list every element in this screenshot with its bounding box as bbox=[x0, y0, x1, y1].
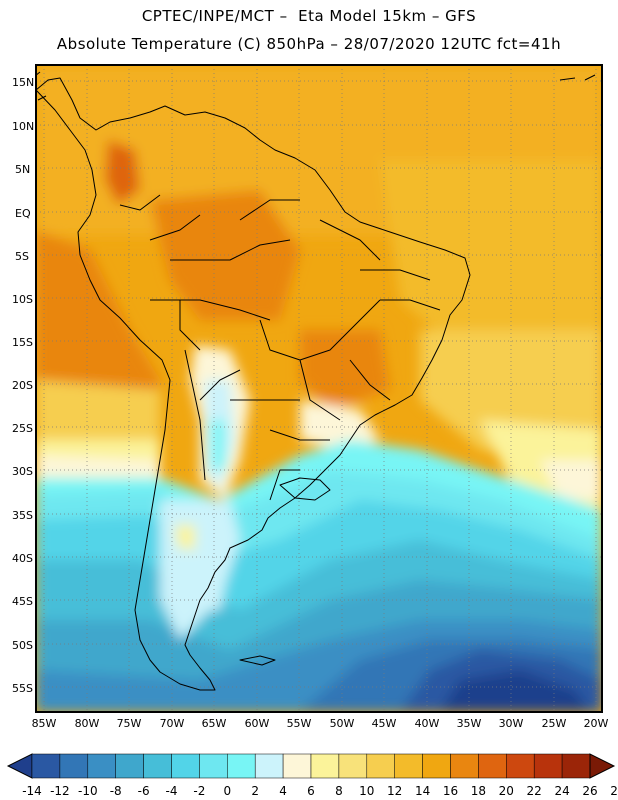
title-line-1: CPTEC/INPE/MCT – Eta Model 15km – GFS bbox=[141, 7, 477, 25]
colorbar-box bbox=[199, 753, 228, 779]
colorbar-label: 2 bbox=[251, 784, 259, 798]
lat-label: 35S bbox=[12, 509, 33, 522]
colorbar-label: 8 bbox=[335, 784, 343, 798]
colorbar-label: -4 bbox=[166, 784, 178, 798]
lat-label: 45S bbox=[12, 595, 33, 608]
lon-label: 70W bbox=[160, 717, 185, 730]
lat-label: 30S bbox=[12, 465, 33, 478]
lat-label: 55S bbox=[12, 682, 33, 695]
lat-label: 10N bbox=[12, 120, 34, 133]
colorbar-label: 0 bbox=[223, 784, 231, 798]
longitude-axis: 85W 80W 75W 70W 65W 60W 55W 50W 45W 40W … bbox=[32, 717, 609, 730]
lat-label: 15S bbox=[12, 336, 33, 349]
colorbar-label: -8 bbox=[110, 784, 122, 798]
colorbar-label: -14 bbox=[22, 784, 42, 798]
colorbar-label: 4 bbox=[279, 784, 287, 798]
colorbar-label: 22 bbox=[527, 784, 542, 798]
colorbar-box bbox=[478, 753, 507, 779]
latitude-axis: 15N 10N 5N EQ 5S 10S 15S 20S 25S 30S 35S… bbox=[12, 76, 34, 695]
map-frame bbox=[35, 64, 603, 713]
colorbar-label: 18 bbox=[471, 784, 486, 798]
colorbar-label: -6 bbox=[138, 784, 150, 798]
colorbar-arrow-high bbox=[589, 753, 616, 779]
colorbar-box bbox=[561, 753, 591, 779]
colorbar-box bbox=[143, 753, 172, 779]
colorbar-box bbox=[533, 753, 563, 779]
colorbar-box bbox=[59, 753, 89, 779]
lon-label: 50W bbox=[330, 717, 355, 730]
colorbar-box bbox=[506, 753, 535, 779]
lon-label: 20W bbox=[584, 717, 609, 730]
temperature-field bbox=[36, 65, 602, 712]
lon-label: 25W bbox=[542, 717, 567, 730]
lon-label: 55W bbox=[287, 717, 312, 730]
colorbar-label: 26 bbox=[582, 784, 597, 798]
colorbar-box bbox=[422, 753, 451, 779]
colorbar-box bbox=[227, 753, 256, 779]
lat-label: 15N bbox=[12, 76, 34, 89]
colorbar-box bbox=[310, 753, 340, 779]
lat-label: 20S bbox=[12, 379, 33, 392]
colorbar-box bbox=[254, 753, 284, 779]
title-line-2: Absolute Temperature (C) 850hPa – 28/07/… bbox=[56, 35, 562, 53]
colorbar-label: -12 bbox=[50, 784, 70, 798]
colorbar-box bbox=[282, 753, 312, 779]
lon-label: 30W bbox=[499, 717, 524, 730]
lon-label: 65W bbox=[202, 717, 227, 730]
colorbar-box bbox=[87, 753, 116, 779]
colorbar-label: 12 bbox=[387, 784, 402, 798]
colorbar-label: -10 bbox=[78, 784, 98, 798]
colorbar-box bbox=[366, 753, 395, 779]
colorbar-label: 6 bbox=[307, 784, 315, 798]
lat-label: 5N bbox=[15, 163, 30, 176]
colorbar-label: -2 bbox=[193, 784, 205, 798]
lat-label: 5S bbox=[15, 250, 29, 263]
colorbar-label: 24 bbox=[554, 784, 569, 798]
colorbar-arrow-low bbox=[6, 753, 33, 779]
lon-label: 35W bbox=[457, 717, 482, 730]
colorbar-box bbox=[338, 753, 368, 779]
lon-label: 75W bbox=[117, 717, 142, 730]
colorbar-box bbox=[394, 753, 423, 779]
lat-label: EQ bbox=[15, 207, 31, 220]
lon-label: 40W bbox=[415, 717, 440, 730]
lon-label: 45W bbox=[372, 717, 397, 730]
lon-label: 85W bbox=[32, 717, 57, 730]
colorbar-label: 10 bbox=[359, 784, 374, 798]
lon-label: 80W bbox=[75, 717, 100, 730]
lat-label: 40S bbox=[12, 552, 33, 565]
colorbar-box bbox=[450, 753, 479, 779]
colorbar-label: 28 bbox=[610, 784, 618, 798]
lat-label: 25S bbox=[12, 422, 33, 435]
colorbar-label: 14 bbox=[415, 784, 430, 798]
colorbar-box bbox=[171, 753, 200, 779]
colorbar-label: 20 bbox=[499, 784, 514, 798]
lat-label: 50S bbox=[12, 639, 33, 652]
colorbar-box bbox=[115, 753, 144, 779]
colorbar-label: 16 bbox=[443, 784, 458, 798]
lon-label: 60W bbox=[245, 717, 270, 730]
colorbar-box bbox=[31, 753, 61, 779]
coastlines-borders bbox=[36, 71, 596, 691]
colorbar: -14 -12 -10 -8 -6 -4 -2 0 2 4 6 8 10 12 14 16 18 20 22 24 26… bbox=[6, 753, 618, 798]
lat-label: 10S bbox=[12, 293, 33, 306]
